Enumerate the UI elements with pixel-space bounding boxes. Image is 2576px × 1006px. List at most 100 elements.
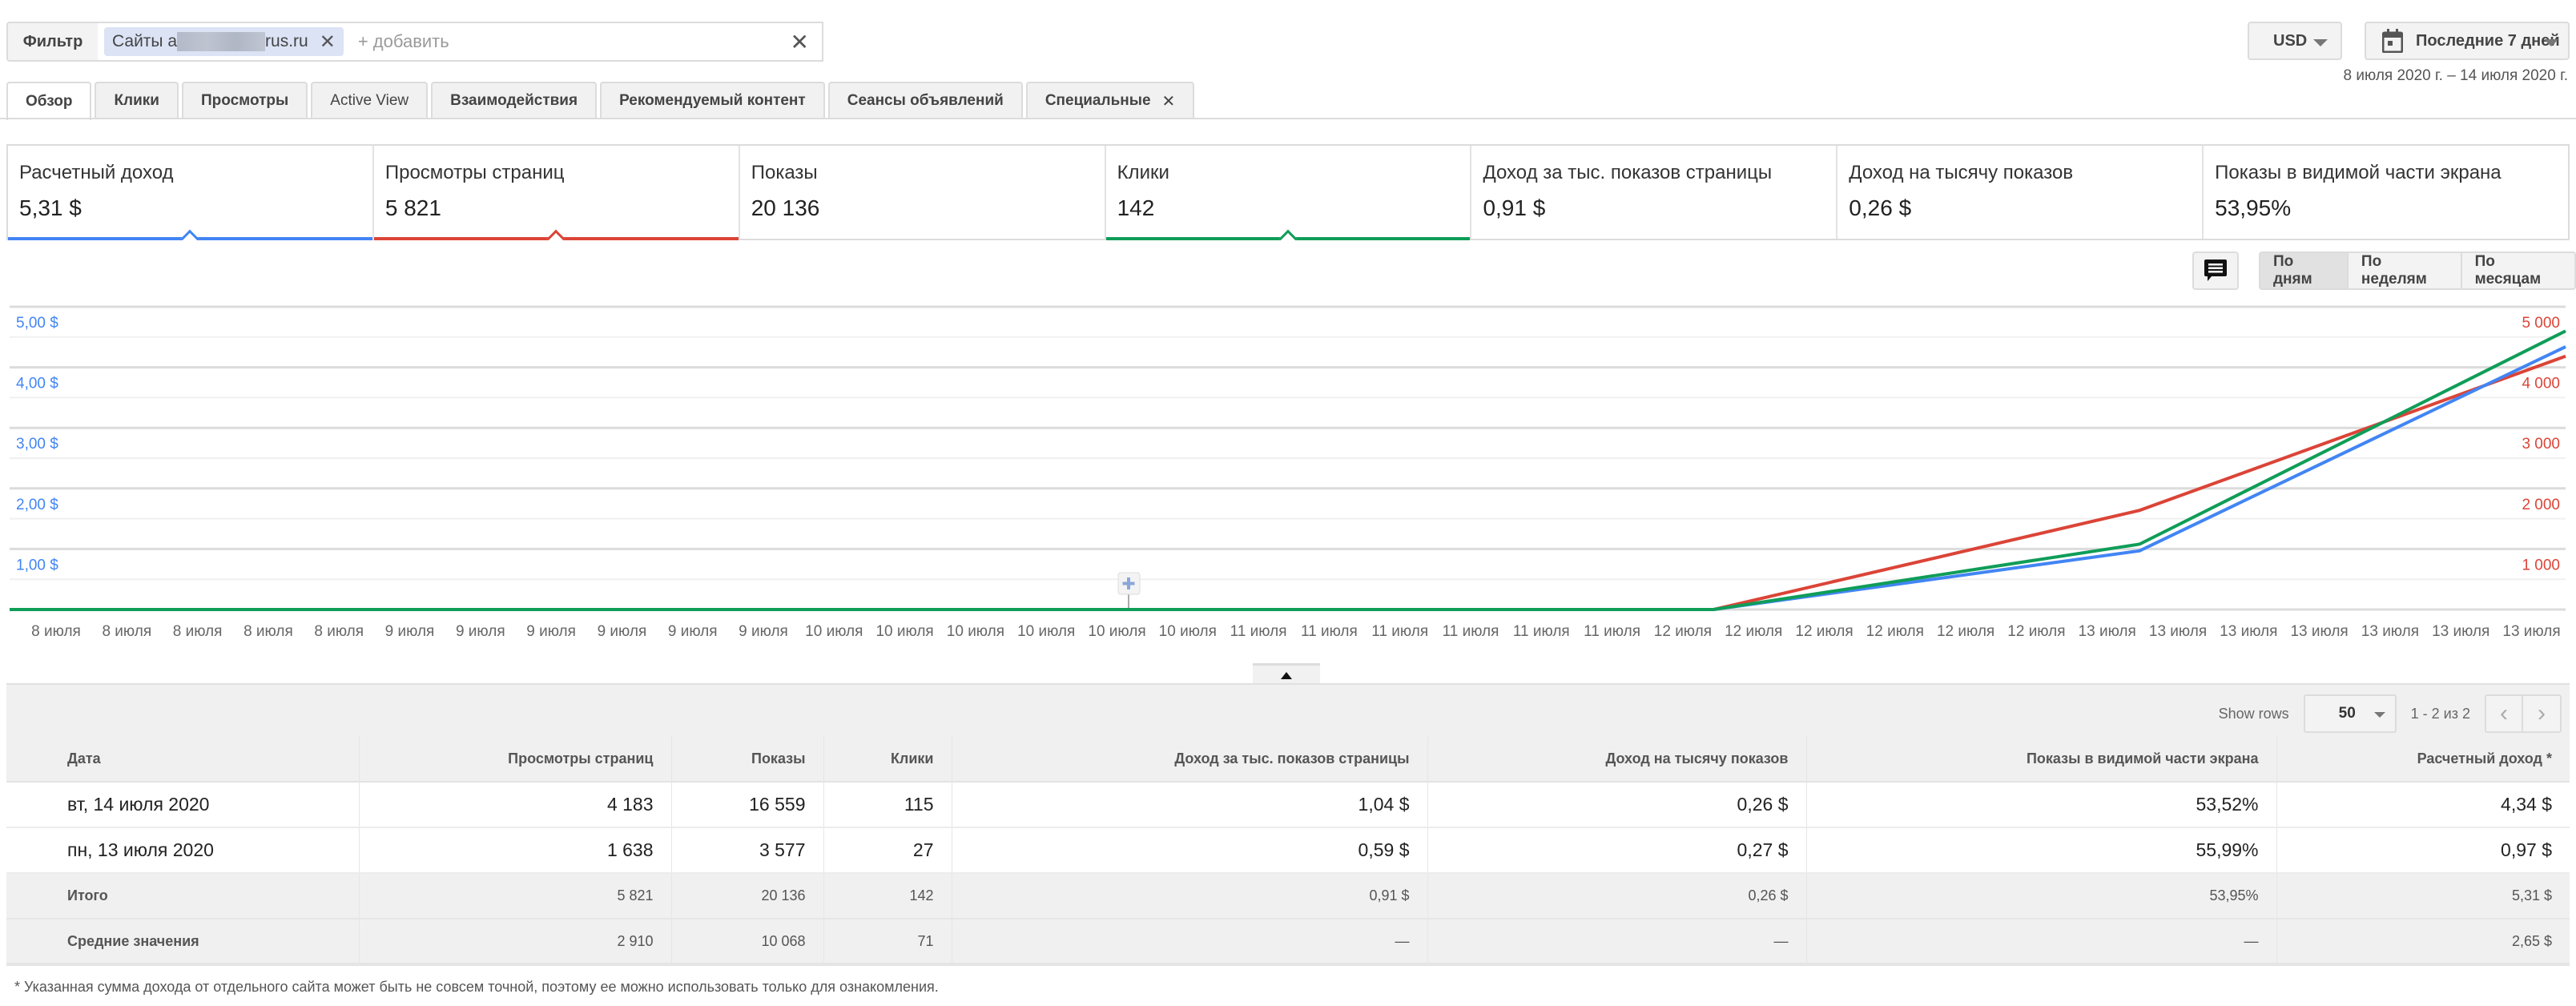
close-icon[interactable]: ✕ xyxy=(1161,92,1176,111)
table-cell: 53,52% xyxy=(1805,782,2276,828)
column-header[interactable]: Доход на тысячу показов xyxy=(1427,736,1806,783)
period-days-button[interactable]: По дням xyxy=(2260,253,2349,288)
x-axis-tick: 8 июля xyxy=(173,623,223,640)
table-cell: 20 136 xyxy=(670,873,823,919)
tab-clicks[interactable]: Клики xyxy=(95,82,179,119)
scorecard-value: 0,91 $ xyxy=(1483,195,1546,220)
annotations-button[interactable] xyxy=(2192,252,2239,290)
tab-overview[interactable]: Обзор xyxy=(6,82,92,120)
chip-label-prefix: Сайты a xyxy=(112,32,178,50)
x-axis-tick: 12 июля xyxy=(1725,623,1782,640)
column-header[interactable]: Просмотры страниц xyxy=(358,736,671,783)
scorecard[interactable]: Расчетный доход 5,31 $ xyxy=(8,146,374,248)
x-axis-tick: 12 июля xyxy=(1795,623,1853,640)
table-cell: вт, 14 июля 2020 xyxy=(6,782,359,828)
x-axis-tick: 11 июля xyxy=(1230,623,1287,640)
x-axis-tick: 12 июля xyxy=(1654,623,1712,640)
rows-value: 50 xyxy=(2338,705,2356,722)
scorecard[interactable]: Доход на тысячу показов 0,26 $ xyxy=(1837,146,2204,239)
table-cell[interactable]: 115 xyxy=(823,782,952,828)
column-header[interactable]: Показы xyxy=(670,736,823,783)
scorecard[interactable]: Клики 142 xyxy=(1105,146,1472,248)
column-header[interactable]: Показы в видимой части экрана xyxy=(1805,736,2276,783)
table-row: пн, 13 июля 2020 1 638 3 577 27 0,59 $0,27 $… xyxy=(6,827,2570,874)
left-axis-tick: 4,00 $ xyxy=(16,376,58,392)
left-axis-tick: 2,00 $ xyxy=(16,497,58,513)
period-toggle: По дням По неделям По месяцам xyxy=(2259,252,2576,290)
tab-label: Специальные xyxy=(1044,92,1151,109)
column-header[interactable]: Доход за тыс. показов страницы xyxy=(951,736,1427,783)
scorecard[interactable]: Показы в видимой части экрана 53,95% xyxy=(2204,146,2568,239)
scorecard-label: Показы в видимой части экрана xyxy=(2215,162,2502,183)
x-axis-tick: 8 июля xyxy=(314,623,364,640)
filter-input[interactable]: Сайты a rus.ru ✕ + добавить ✕ xyxy=(98,22,823,62)
column-header[interactable]: Дата xyxy=(6,736,359,783)
scorecard[interactable]: Просмотры страниц 5 821 xyxy=(373,146,740,248)
period-months-button[interactable]: По месяцам xyxy=(2461,253,2574,288)
x-axis-tick: 11 июля xyxy=(1513,623,1570,640)
x-axis-tick: 9 июля xyxy=(456,623,505,640)
table-cell[interactable]: 27 xyxy=(823,827,952,874)
table-cell: 10 068 xyxy=(670,919,823,965)
scorecard[interactable]: Показы 20 136 xyxy=(740,146,1106,239)
add-filter-placeholder[interactable]: + добавить xyxy=(357,31,449,51)
date-range-label: Последние 7 дней xyxy=(2416,31,2560,50)
table-cell: — xyxy=(1805,919,2276,965)
collapse-chart-button[interactable] xyxy=(1253,663,1320,686)
chip-label-suffix: rus.ru xyxy=(265,32,308,50)
filter-button[interactable]: Фильтр xyxy=(6,22,99,62)
rows-per-page-select[interactable]: 50 xyxy=(2303,694,2397,733)
x-axis-tick: 9 июля xyxy=(385,623,435,640)
right-axis-tick: 3 000 xyxy=(2522,436,2560,453)
x-axis-tick: 9 июля xyxy=(526,623,576,640)
filter-chip-sites[interactable]: Сайты a rus.ru ✕ xyxy=(104,27,344,56)
scorecards: Расчетный доход 5,31 $ Просмотры страниц 5 … xyxy=(6,144,2570,248)
tab-recommended-content[interactable]: Рекомендуемый контент xyxy=(600,82,825,119)
table-cell: 5,31 $ xyxy=(2276,873,2570,919)
table-cell: 4 183 xyxy=(358,782,671,828)
chevron-down-icon xyxy=(2313,39,2328,46)
page-range: 1 - 2 из 2 xyxy=(2410,705,2470,722)
redacted-site-name xyxy=(177,32,266,51)
scorecard[interactable]: Доход за тыс. показов страницы 0,91 $ xyxy=(1471,146,1838,239)
tab-active-view[interactable]: Active View xyxy=(311,82,429,119)
table-cell: 0,26 $ xyxy=(1427,873,1806,919)
table-cell: 0,97 $ xyxy=(2276,827,2570,874)
table-cell: — xyxy=(1427,919,1806,965)
next-page-button[interactable]: › xyxy=(2523,696,2560,731)
table-cell: 2 910 xyxy=(358,919,671,965)
x-axis-tick: 10 июля xyxy=(1088,623,1145,640)
currency-dropdown[interactable]: USD xyxy=(2248,22,2342,60)
tab-label: Active View xyxy=(330,92,409,109)
x-axis-tick: 10 июля xyxy=(875,623,933,640)
scorecard-value: 142 xyxy=(1117,195,1155,220)
x-axis-tick: 13 июля xyxy=(2079,623,2136,640)
column-header[interactable]: Расчетный доход * xyxy=(2276,736,2570,783)
column-header[interactable]: Клики xyxy=(823,736,952,783)
left-axis-tick: 3,00 $ xyxy=(16,436,58,453)
table-cell: 3 577 xyxy=(670,827,823,874)
x-axis-tick: 9 июля xyxy=(598,623,647,640)
scorecard-value: 53,95% xyxy=(2215,195,2292,220)
chip-close-icon[interactable]: ✕ xyxy=(319,30,336,53)
period-weeks-button[interactable]: По неделям xyxy=(2348,253,2462,288)
tab-interactions[interactable]: Взаимодействия xyxy=(431,82,598,119)
tab-views[interactable]: Просмотры xyxy=(182,82,308,119)
table-header-row: Дата Просмотры страниц Показы Клики Доход за… xyxy=(6,736,2570,783)
scorecard-value: 5 821 xyxy=(384,195,441,220)
tab-custom[interactable]: Специальные ✕ xyxy=(1025,82,1195,119)
scorecard-label: Доход на тысячу показов xyxy=(1849,162,2074,183)
x-axis-tick: 10 июля xyxy=(805,623,863,640)
chevron-up-icon xyxy=(1281,672,1292,679)
x-axis-tick: 8 июля xyxy=(244,623,293,640)
x-axis-tick: 13 июля xyxy=(2361,623,2419,640)
date-range-dropdown[interactable]: Последние 7 дней xyxy=(2365,22,2570,60)
clear-filter-icon[interactable]: ✕ xyxy=(790,30,809,54)
table-cell: 5 821 xyxy=(358,873,671,919)
table-cell: 55,99% xyxy=(1805,827,2276,874)
right-axis-tick: 1 000 xyxy=(2522,557,2560,573)
prev-page-button[interactable]: ‹ xyxy=(2486,696,2523,731)
table-cell: 71 xyxy=(823,919,952,965)
pagination: Show rows 50 1 - 2 из 2 ‹ › xyxy=(2219,694,2562,733)
tab-ad-sessions[interactable]: Сеансы объявлений xyxy=(827,82,1023,119)
